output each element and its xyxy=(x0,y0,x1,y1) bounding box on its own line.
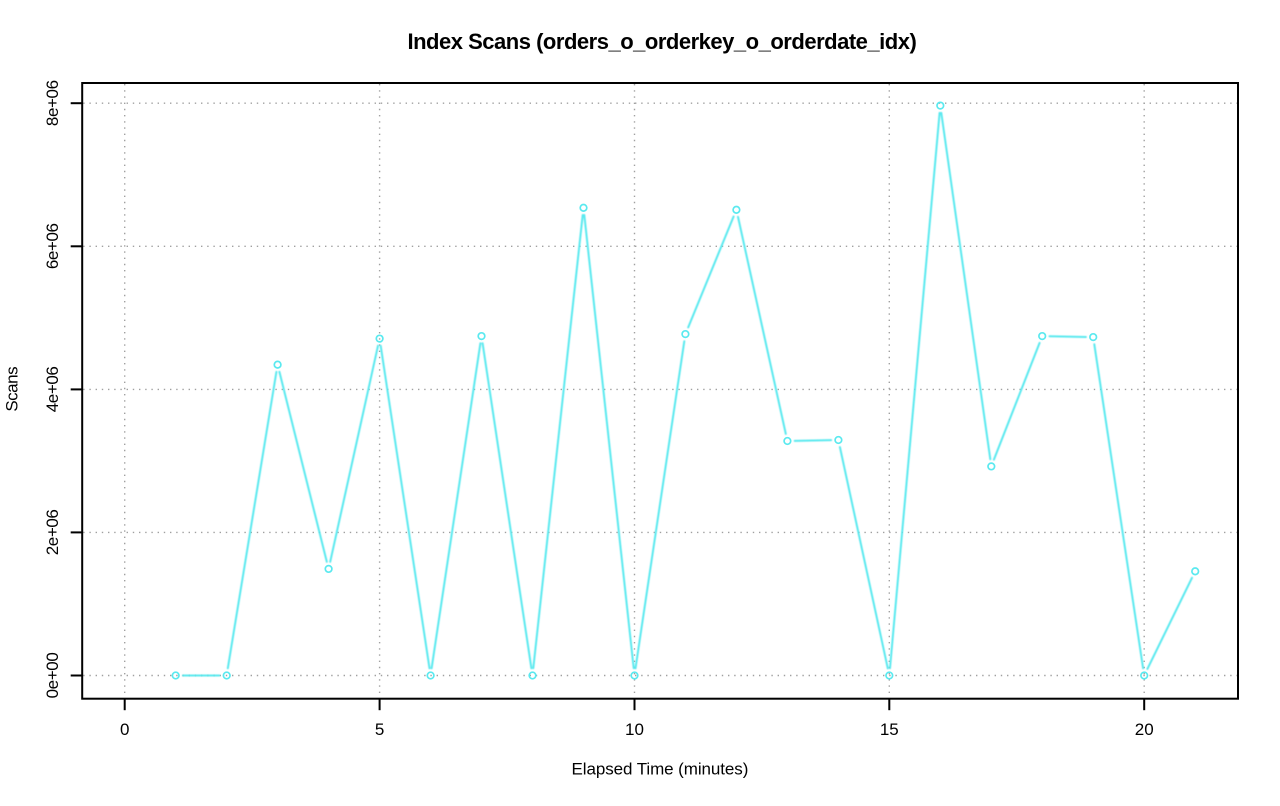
svg-text:10: 10 xyxy=(625,720,644,739)
svg-text:0e+00: 0e+00 xyxy=(43,653,62,699)
svg-text:0: 0 xyxy=(120,720,129,739)
svg-text:20: 20 xyxy=(1135,720,1154,739)
svg-text:Index Scans (orders_o_orderkey: Index Scans (orders_o_orderkey_o_orderda… xyxy=(407,29,916,54)
svg-text:6e+06: 6e+06 xyxy=(43,223,62,269)
svg-text:Elapsed Time (minutes): Elapsed Time (minutes) xyxy=(571,760,748,779)
svg-text:5: 5 xyxy=(375,720,384,739)
svg-text:2e+06: 2e+06 xyxy=(43,510,62,556)
svg-text:Scans: Scans xyxy=(3,367,22,412)
svg-text:8e+06: 8e+06 xyxy=(43,80,62,126)
svg-text:15: 15 xyxy=(880,720,899,739)
svg-text:4e+06: 4e+06 xyxy=(43,367,62,413)
